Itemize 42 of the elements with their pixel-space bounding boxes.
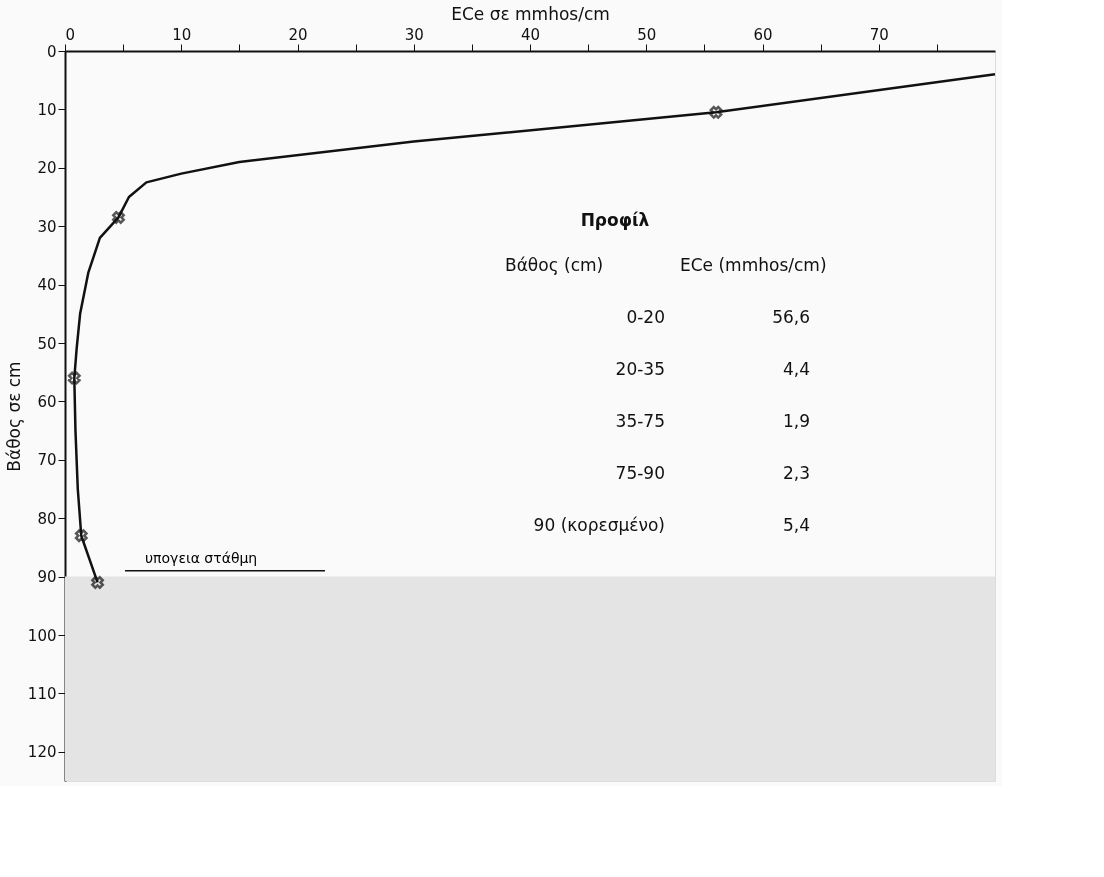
y-tick-label: 10 [37, 100, 57, 119]
point [67, 371, 81, 385]
point [74, 529, 88, 543]
annotation: ECe (mmhos/cm) [680, 255, 827, 275]
ref-line-label: υπογεια στάθμη [145, 549, 258, 566]
annotation: 20-35 [615, 359, 665, 379]
y-tick-label: 0 [46, 42, 57, 61]
annotation: Βάθος (cm) [505, 255, 604, 275]
x-tick-label: 50 [637, 25, 657, 44]
y-tick-label: 50 [37, 334, 57, 353]
annotation: Προφίλ [580, 210, 650, 230]
y-tick-label: 60 [37, 392, 57, 411]
y-tick-label: 40 [37, 276, 57, 295]
y-tick-label: 70 [37, 451, 57, 470]
x-tick-label: 60 [753, 25, 773, 44]
annotation: 2,3 [782, 463, 810, 483]
x-axis-title: ECe σε mmhos/cm [451, 3, 610, 24]
annotation: 75-90 [615, 463, 665, 483]
annotation: 0-20 [626, 307, 665, 327]
y-tick-label: 120 [27, 743, 57, 762]
x-tick-label: 20 [288, 25, 308, 44]
y-tick-label: 90 [37, 568, 57, 587]
point [91, 576, 104, 589]
annotation: 35-75 [615, 411, 665, 431]
y-tick-label: 80 [37, 509, 57, 528]
x-tick-label: 0 [65, 25, 76, 44]
annotation: 90 (κορεσμένο) [533, 515, 665, 535]
point [709, 105, 723, 119]
annotation: 4,4 [782, 359, 810, 379]
x-tick-label: 40 [520, 25, 541, 44]
x-tick-label: 30 [404, 25, 424, 44]
y-tick-label: 100 [27, 626, 57, 645]
point [112, 211, 125, 224]
y-tick-label: 30 [37, 217, 57, 236]
y-axis-title: Βάθος σε cm [3, 361, 24, 472]
x-tick-label: 70 [869, 25, 889, 44]
annotation: 56,6 [772, 307, 810, 327]
x-tick-label: 10 [172, 25, 192, 44]
y-tick-label: 20 [37, 159, 57, 178]
y-tick-label: 110 [27, 684, 57, 703]
annotation: 1,9 [782, 411, 810, 431]
annotation: 5,4 [782, 515, 810, 535]
